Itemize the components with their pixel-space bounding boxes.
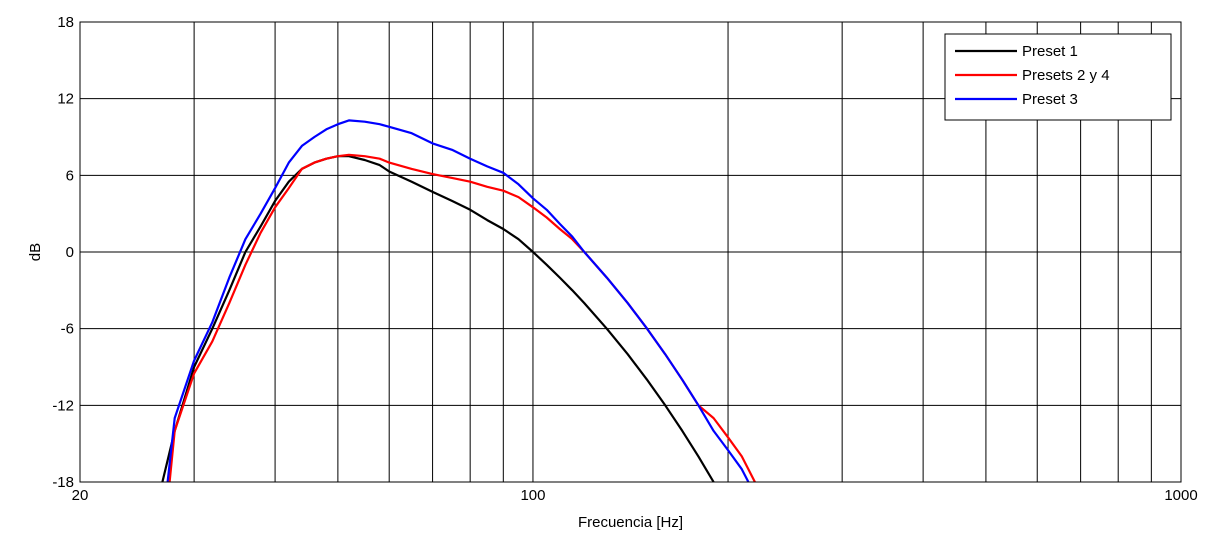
- series-line-2: [168, 153, 756, 482]
- series-layer: [161, 119, 756, 482]
- legend-entry: Presets 2 y 4: [1022, 67, 1110, 84]
- tick-labels: 20 100 1000 -18 -12 -6 0 6 12 18: [52, 14, 1197, 504]
- legend: Preset 1 Presets 2 y 4 Preset 3: [944, 33, 1172, 121]
- x-tick-label: 1000: [1164, 487, 1197, 504]
- y-tick-label: -18: [52, 474, 74, 491]
- y-tick-label: 6: [66, 167, 74, 184]
- series-line-1: [161, 155, 715, 482]
- y-tick-label: 18: [57, 14, 74, 31]
- y-tick-label: -12: [52, 397, 74, 414]
- series-line-3: [166, 119, 750, 482]
- legend-entry: Preset 1: [1022, 43, 1078, 60]
- plot-frame: [79, 21, 1182, 483]
- x-axis-label: Frecuencia [Hz]: [578, 514, 683, 531]
- y-tick-label: -6: [61, 321, 74, 338]
- legend-entry: Preset 3: [1022, 91, 1078, 108]
- y-tick-label: 12: [57, 91, 74, 108]
- x-tick-label: 20: [72, 487, 89, 504]
- x-tick-label: 100: [520, 487, 545, 504]
- y-axis-label: dB: [27, 243, 44, 261]
- y-tick-label: 0: [66, 244, 74, 261]
- legend-box: [944, 33, 1172, 121]
